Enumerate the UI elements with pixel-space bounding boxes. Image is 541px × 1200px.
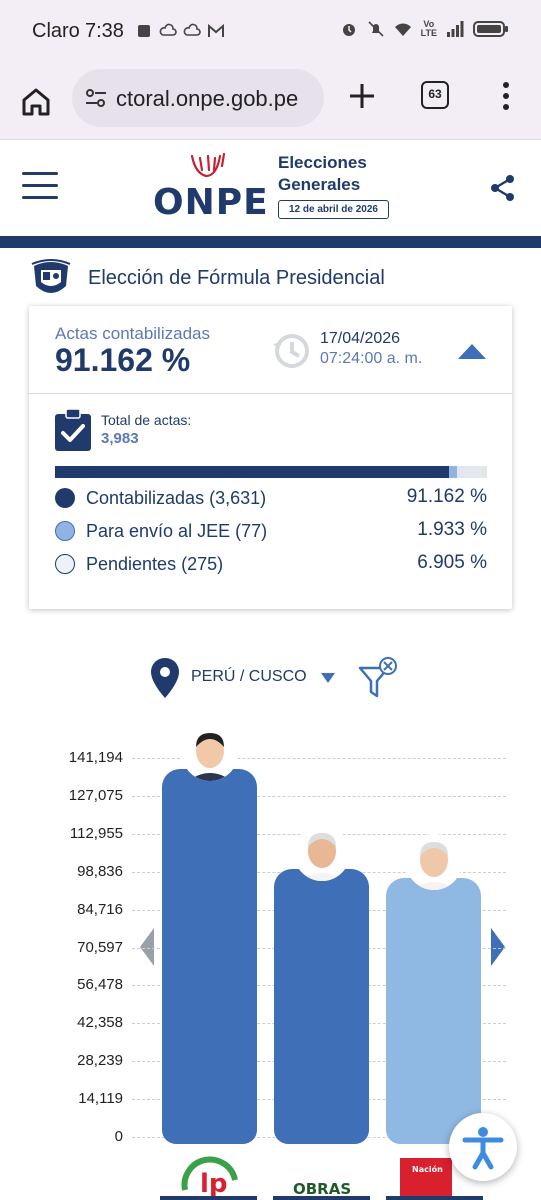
accessibility-button[interactable]	[449, 1113, 517, 1181]
election-title-row: Elección de Fórmula Presidencial	[28, 256, 528, 302]
gridline	[132, 758, 506, 759]
legend-dot-contabilizadas	[55, 488, 75, 508]
status-bar: Claro 7:38 Vo LTE	[0, 0, 541, 66]
y-tick-label: 127,075	[68, 786, 123, 804]
total-actas-label: Total de actas:	[101, 412, 192, 428]
previous-arrow-icon[interactable]	[139, 927, 155, 967]
candidate-photo[interactable]	[293, 824, 350, 881]
more-options-icon[interactable]	[496, 80, 516, 112]
y-tick-label: 84,716	[77, 900, 123, 918]
candidate-bar[interactable]	[386, 877, 481, 1144]
dropdown-caret-icon[interactable]	[320, 672, 336, 684]
legend-label: Para envío al JEE (77)	[86, 521, 268, 541]
actas-progress-bar	[55, 466, 487, 478]
cloud-icon	[159, 23, 177, 36]
y-tick-label: 56,478	[77, 976, 123, 994]
party-logo-3-text: Nación	[412, 1164, 443, 1174]
onpe-logo-text: ONPE	[153, 182, 269, 223]
election-title: Elección de Fórmula Presidencial	[88, 267, 385, 289]
progress-segment-contabilizadas	[55, 466, 449, 478]
candidate-bar[interactable]	[274, 868, 369, 1144]
legend-dot-pendientes	[55, 554, 75, 574]
browser-toolbar: ctoral.onpe.gob.pe 63	[0, 66, 541, 140]
y-tick-label: 28,239	[77, 1052, 123, 1070]
notification-icons	[135, 22, 225, 40]
progress-segment-jee	[448, 466, 458, 478]
legend-percentage: 6.905 %	[417, 552, 487, 573]
legend-label: Pendientes (275)	[86, 554, 224, 574]
volte-top: Vo	[423, 19, 435, 29]
party-logo-2-text: OBRAS	[293, 1180, 351, 1198]
alarm-icon	[342, 24, 355, 36]
update-date: 17/04/2026	[320, 330, 401, 347]
hamburger-menu-icon[interactable]	[22, 172, 58, 202]
legend-row-pendientes: Pendientes (275) 6.905 %	[55, 550, 487, 578]
gmail-icon	[208, 23, 224, 37]
summary-card: Actas contabilizadas 91.162 % 17/04/2026…	[29, 306, 512, 609]
y-tick-label: 70,597	[77, 938, 123, 956]
y-tick-label: 0	[114, 1128, 123, 1145]
legend-dot-jee	[55, 521, 75, 541]
collapse-caret-up-icon[interactable]	[457, 342, 487, 360]
url-text[interactable]: ctoral.onpe.gob.pe	[116, 86, 299, 111]
candidate-photo[interactable]	[405, 833, 462, 890]
history-clock-icon	[273, 334, 309, 368]
wifi-icon	[394, 23, 411, 36]
new-tab-icon[interactable]	[346, 80, 378, 112]
clear-filter-icon[interactable]	[358, 656, 400, 700]
next-arrow-icon[interactable]	[490, 927, 506, 967]
volte-bottom: LTE	[420, 28, 437, 38]
legend-percentage: 1.933 %	[417, 519, 487, 540]
y-tick-label: 42,358	[77, 1014, 123, 1032]
system-icons: Vo LTE	[340, 20, 509, 38]
accessibility-icon	[462, 1127, 504, 1170]
url-bar[interactable]: ctoral.onpe.gob.pe	[72, 69, 324, 127]
tab-switcher-button[interactable]: 63	[421, 81, 449, 109]
legend-label: Contabilizadas (3,631)	[86, 488, 267, 508]
site-header: ONPE Elecciones Generales 12 de abril de…	[0, 140, 541, 236]
card-divider	[29, 393, 512, 394]
mute-icon	[368, 21, 384, 37]
location-pin-icon[interactable]	[150, 657, 180, 699]
app-notification-icon	[138, 25, 150, 37]
clock-time: 7:38	[85, 20, 124, 42]
header-divider-band	[0, 236, 541, 248]
location-selector[interactable]: PERÚ / CUSCO	[191, 668, 307, 685]
legend-percentage: 91.162 %	[406, 486, 487, 507]
candidate-photo[interactable]	[181, 725, 238, 782]
signal-icon	[447, 21, 464, 37]
site-settings-icon[interactable]	[84, 87, 108, 109]
legend-row-contabilizadas: Contabilizadas (3,631) 91.162 %	[55, 484, 487, 512]
legend-row-jee: Para envío al JEE (77) 1.933 %	[55, 517, 487, 545]
actas-label: Actas contabilizadas	[55, 324, 210, 343]
party-logo-1: lp	[160, 1156, 257, 1200]
home-icon[interactable]	[18, 84, 54, 120]
candidate-bar[interactable]	[162, 769, 257, 1144]
y-tick-label: 112,955	[69, 824, 123, 842]
header-title-line2: Generales	[278, 175, 361, 194]
volte-indicator: Vo LTE	[421, 20, 437, 38]
battery-icon	[473, 21, 508, 37]
svg-text:lp: lp	[200, 1169, 228, 1199]
carrier-name: Claro	[32, 20, 80, 42]
party-logo-2: OBRAS	[273, 1180, 370, 1200]
gridline	[132, 795, 506, 797]
cloud-icon	[183, 23, 201, 36]
clipboard-check-icon	[55, 408, 91, 451]
actas-percentage: 91.162 %	[55, 342, 191, 378]
header-title-line1: Elecciones	[278, 153, 367, 172]
total-actas-value: 3,983	[101, 430, 139, 447]
progress-segment-pendientes	[457, 466, 487, 478]
share-icon[interactable]	[490, 174, 516, 202]
y-tick-label: 14,119	[78, 1090, 123, 1108]
onpe-hand-logo-icon	[190, 152, 226, 178]
update-time: 07:24:00 a. m.	[320, 350, 423, 367]
election-date-badge: 12 de abril de 2026	[278, 200, 389, 219]
y-tick-label: 98,836	[77, 862, 123, 880]
y-tick-label: 141,194	[68, 749, 123, 766]
party-logo-3: Nación	[386, 1158, 483, 1200]
votes-bar-chart: 141,194 127,075 112,955 98,836 84,716 70,597 5…	[0, 712, 541, 1200]
header-title: Elecciones Generales	[278, 152, 367, 196]
national-shield-icon	[31, 259, 71, 293]
